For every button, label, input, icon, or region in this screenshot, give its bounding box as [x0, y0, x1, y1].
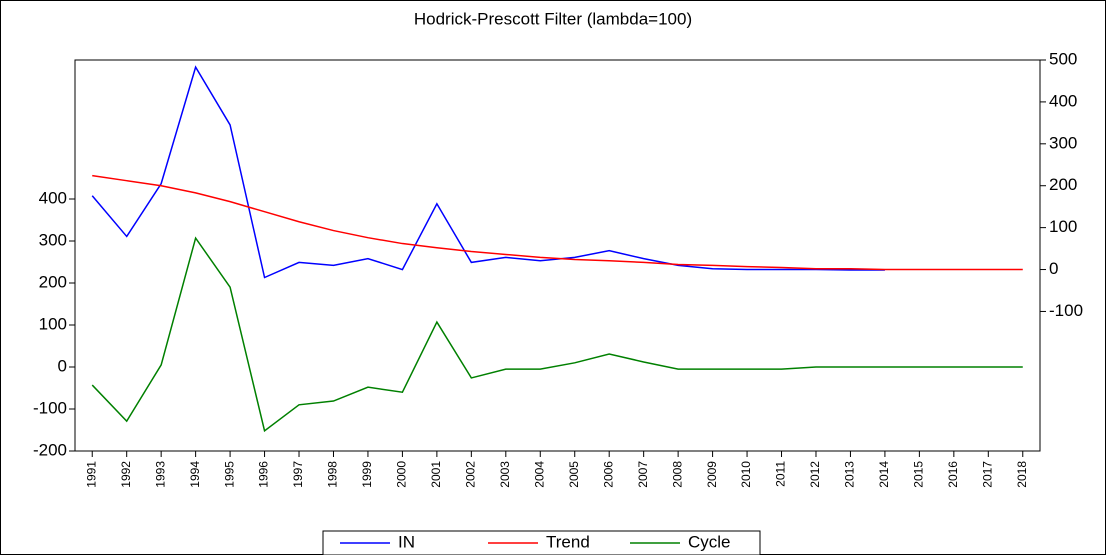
chart-title: Hodrick-Prescott Filter (lambda=100): [414, 9, 692, 28]
x-tick-label: 2015: [912, 461, 926, 488]
series-line: [92, 174, 1023, 271]
y-tick-label: -200: [33, 440, 67, 459]
y-tick-label: -100: [33, 398, 67, 417]
x-tick-label: 1998: [326, 461, 340, 488]
y2-tick-label: -100: [1049, 301, 1083, 320]
x-tick-label: 2002: [464, 461, 478, 488]
y-tick-label: 100: [39, 314, 67, 333]
x-tick-label: 2014: [877, 461, 891, 488]
x-tick-label: 2005: [567, 461, 581, 488]
x-tick-label: 2010: [739, 461, 753, 488]
y-tick-label: 300: [39, 230, 67, 249]
x-tick-label: 1999: [360, 461, 374, 488]
x-tick-label: 2007: [636, 461, 650, 488]
x-tick-label: 2001: [429, 461, 443, 488]
x-tick-label: 2009: [705, 461, 719, 488]
x-tick-label: 2018: [1015, 461, 1029, 488]
y2-tick-label: 500: [1049, 49, 1077, 68]
x-tick-label: 2011: [774, 461, 788, 487]
x-tick-label: 1996: [257, 461, 271, 488]
y-tick-label: 200: [39, 272, 67, 291]
x-tick-label: 1995: [222, 461, 236, 488]
x-tick-label: 2017: [980, 461, 994, 488]
y2-tick-label: 0: [1049, 259, 1058, 278]
y2-tick-label: 300: [1049, 133, 1077, 152]
plot-area: [74, 59, 1041, 452]
x-tick-label: 2013: [843, 461, 857, 488]
y2-tick-label: 400: [1049, 91, 1077, 110]
y-tick-label: 0: [58, 356, 67, 375]
y2-tick-label: 200: [1049, 175, 1077, 194]
x-tick-label: 2006: [601, 461, 615, 488]
x-tick-label: 2016: [946, 461, 960, 488]
x-tick-label: 1993: [153, 461, 167, 488]
y2-tick-label: 100: [1049, 217, 1077, 236]
series-line: [91, 65, 885, 279]
legend-label: IN: [398, 532, 415, 551]
x-tick-label: 1997: [291, 461, 305, 488]
series-line: [91, 236, 1023, 433]
legend-label: Trend: [546, 532, 590, 551]
legend: [322, 530, 761, 555]
y-tick-label: 400: [39, 188, 67, 207]
x-tick-label: 1994: [188, 461, 202, 488]
x-tick-label: 2000: [395, 461, 409, 488]
x-tick-label: 1991: [84, 461, 98, 488]
x-tick-label: 2012: [808, 461, 822, 488]
x-tick-label: 2004: [532, 461, 546, 488]
x-tick-label: 1992: [119, 461, 133, 488]
x-tick-label: 2008: [670, 461, 684, 488]
x-tick-label: 2003: [498, 461, 512, 488]
legend-label: Cycle: [688, 532, 731, 551]
